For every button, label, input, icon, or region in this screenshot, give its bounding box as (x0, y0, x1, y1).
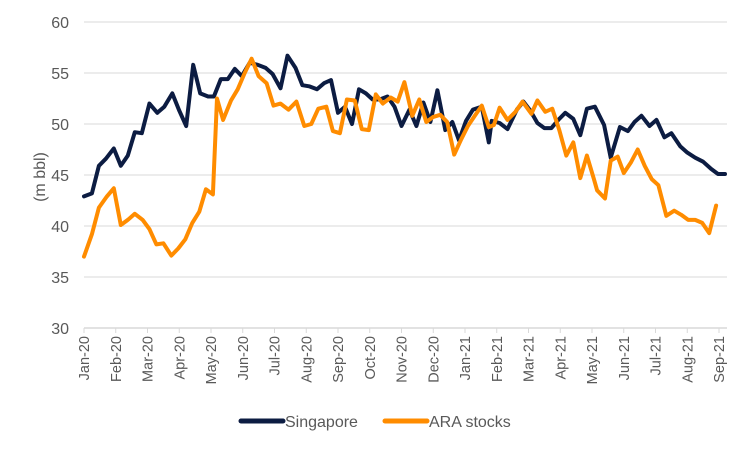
x-tick-label: Mar-20 (141, 336, 157, 382)
x-tick-label: Apr-21 (553, 336, 569, 380)
y-tick-label: 50 (51, 117, 69, 134)
x-tick-label: Aug-21 (680, 336, 696, 383)
legend-label-singapore: Singapore (285, 414, 358, 431)
x-tick-label: Nov-20 (395, 336, 411, 383)
y-axis-title: (m bbl) (32, 152, 49, 202)
x-tick-label: May-21 (585, 336, 601, 384)
x-tick-label: Apr-20 (172, 336, 188, 380)
legend-label-ara-stocks: ARA stocks (429, 414, 511, 431)
gridlines (84, 21, 727, 278)
x-tick-label: Aug-20 (299, 336, 315, 383)
x-tick-label: Mar-21 (522, 336, 538, 382)
y-axis: 30 35 40 45 50 55 60 (51, 15, 69, 338)
legend: Singapore ARA stocks (238, 414, 511, 431)
x-tick-label: May-20 (204, 336, 220, 384)
y-tick-label: 35 (51, 270, 69, 287)
x-tick-label: Jun-21 (617, 336, 633, 380)
y-tick-label: 40 (51, 219, 69, 236)
y-tick-label: 60 (51, 15, 69, 32)
x-tick-label: Jun-20 (236, 336, 252, 380)
x-tick-label: Feb-20 (109, 336, 125, 382)
x-tick-label: Jul-20 (268, 336, 284, 376)
x-tick-label: Jan-21 (458, 336, 474, 380)
x-tick-label: Jan-20 (77, 336, 93, 380)
y-tick-label: 30 (51, 321, 69, 338)
series-lines (82, 53, 727, 259)
x-tick-label: Oct-20 (363, 336, 379, 380)
x-axis: Jan-20 Feb-20 Mar-20 Apr-20 May-20 Jun-20 Jul-… (77, 327, 728, 384)
x-tick-label: Feb-21 (490, 336, 506, 382)
x-tick-label: Jul-21 (649, 336, 665, 376)
series-line-ara-stocks (82, 56, 719, 259)
y-tick-label: 45 (51, 168, 69, 185)
series-line-singapore (82, 53, 727, 199)
y-tick-label: 55 (51, 66, 69, 83)
x-tick-label: Sep-21 (712, 336, 728, 383)
x-tick-label: Sep-20 (331, 336, 347, 383)
x-tick-label: Dec-20 (426, 336, 442, 383)
